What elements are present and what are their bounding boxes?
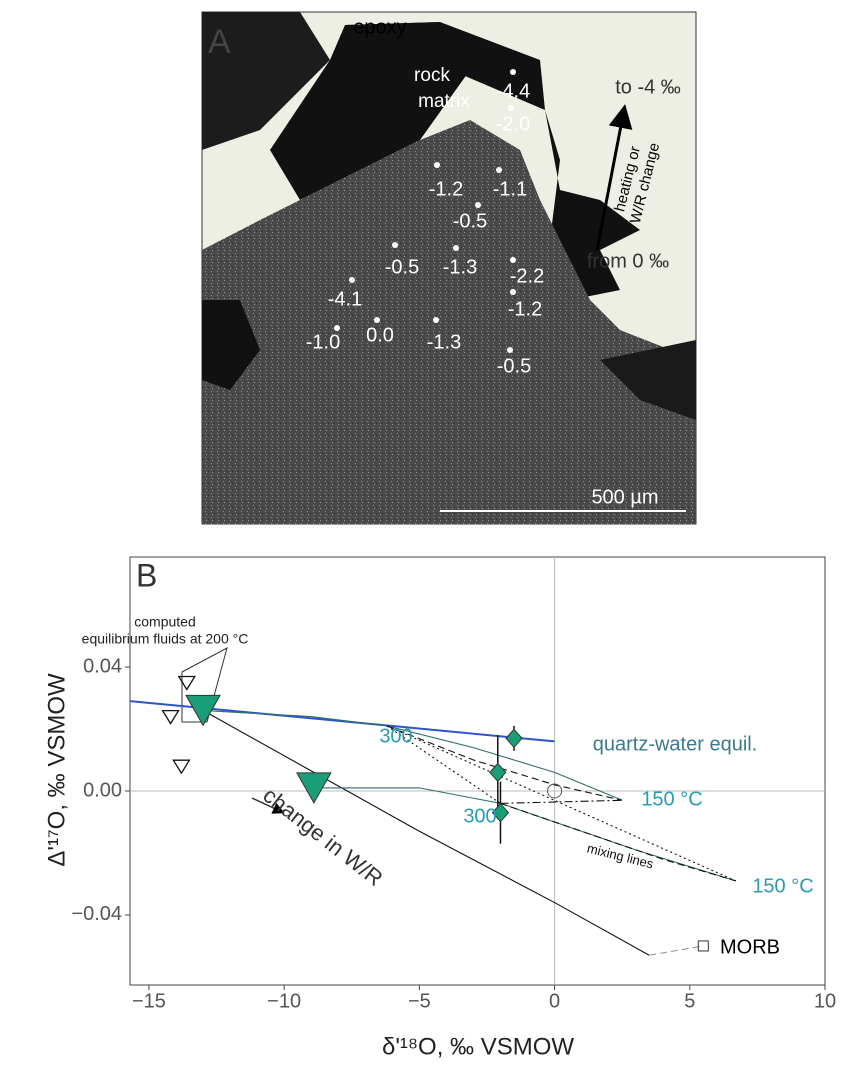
measurement-label: -4.1 — [328, 288, 362, 310]
label: to -4 ‰ — [615, 76, 681, 98]
curve — [649, 946, 703, 955]
x-tick-label: 10 — [814, 990, 836, 1012]
annotation: equilibrium fluids at 200 °C — [82, 631, 249, 647]
label: epoxy — [353, 16, 406, 38]
annotation: 150 °C — [641, 788, 702, 810]
measurement-label: -2.0 — [496, 113, 530, 135]
annotation: change in W/R — [258, 782, 387, 891]
spot — [349, 277, 355, 283]
panel-label: A — [208, 23, 231, 61]
x-tick-label: −15 — [132, 990, 166, 1012]
annotation: 300 — [463, 805, 496, 827]
square-point — [698, 941, 708, 951]
measurement-label: -1.3 — [427, 331, 461, 353]
spot — [433, 317, 439, 323]
curve — [500, 803, 735, 880]
plot-frame — [130, 557, 825, 985]
open-triangle-point — [173, 760, 189, 773]
measurement-label: -0.5 — [453, 210, 487, 232]
measurement-label: -1.2 — [429, 178, 463, 200]
measurement-label: -0.5 — [385, 256, 419, 278]
curve — [203, 710, 622, 800]
x-tick-label: −5 — [408, 990, 431, 1012]
annotation: 300 — [379, 725, 412, 747]
measurement-label: 0.0 — [366, 324, 394, 346]
open-triangle-point — [163, 711, 179, 724]
x-axis-label: δ'¹⁸O, ‰ VSMOW — [382, 1033, 574, 1060]
annotation: computed — [134, 614, 195, 630]
x-tick-label: 5 — [684, 990, 695, 1012]
x-tick-label: −10 — [267, 990, 301, 1012]
spot — [510, 257, 516, 263]
measurement-label: -1.1 — [493, 178, 527, 200]
curve — [203, 710, 649, 955]
spot — [374, 317, 380, 323]
measurement-label: -1.0 — [306, 331, 340, 353]
annotation: 150 °C — [752, 875, 813, 897]
spot — [392, 242, 398, 248]
measurement-label: -0.5 — [497, 355, 531, 377]
spot — [507, 347, 513, 353]
spot — [508, 105, 514, 111]
y-tick-label: −0.04 — [71, 903, 122, 925]
spot — [510, 69, 516, 75]
measurement-label: -1.3 — [443, 256, 477, 278]
spot — [434, 162, 440, 168]
spot — [496, 167, 502, 173]
figure: A epoxy rock matrix to -4 ‰ from 0 ‰ hea… — [0, 0, 841, 1065]
diamond-point — [506, 729, 522, 747]
triangle-point — [186, 695, 220, 725]
label: rock — [414, 65, 450, 86]
y-tick-label: 0.00 — [83, 779, 122, 801]
y-axis-label: Δ'¹⁷O, ‰ VSMOW — [43, 673, 70, 867]
annotation: MORB — [720, 936, 780, 958]
label: matrix — [418, 91, 470, 112]
x-tick-label: 0 — [549, 990, 560, 1012]
scale-label: 500 µm — [591, 486, 658, 508]
label: from 0 ‰ — [587, 250, 669, 272]
measurement-label: -1.2 — [508, 298, 542, 320]
annotation: quartz-water equil. — [593, 733, 758, 755]
y-tick-label: 0.04 — [83, 655, 122, 677]
panel-label: B — [136, 557, 157, 593]
spot — [510, 289, 516, 295]
spot — [334, 325, 340, 331]
measurement-label: -4.4 — [496, 80, 530, 102]
open-triangle-point — [179, 677, 195, 690]
spot — [453, 245, 459, 251]
spot — [475, 202, 481, 208]
measurement-label: -2.2 — [510, 265, 544, 287]
